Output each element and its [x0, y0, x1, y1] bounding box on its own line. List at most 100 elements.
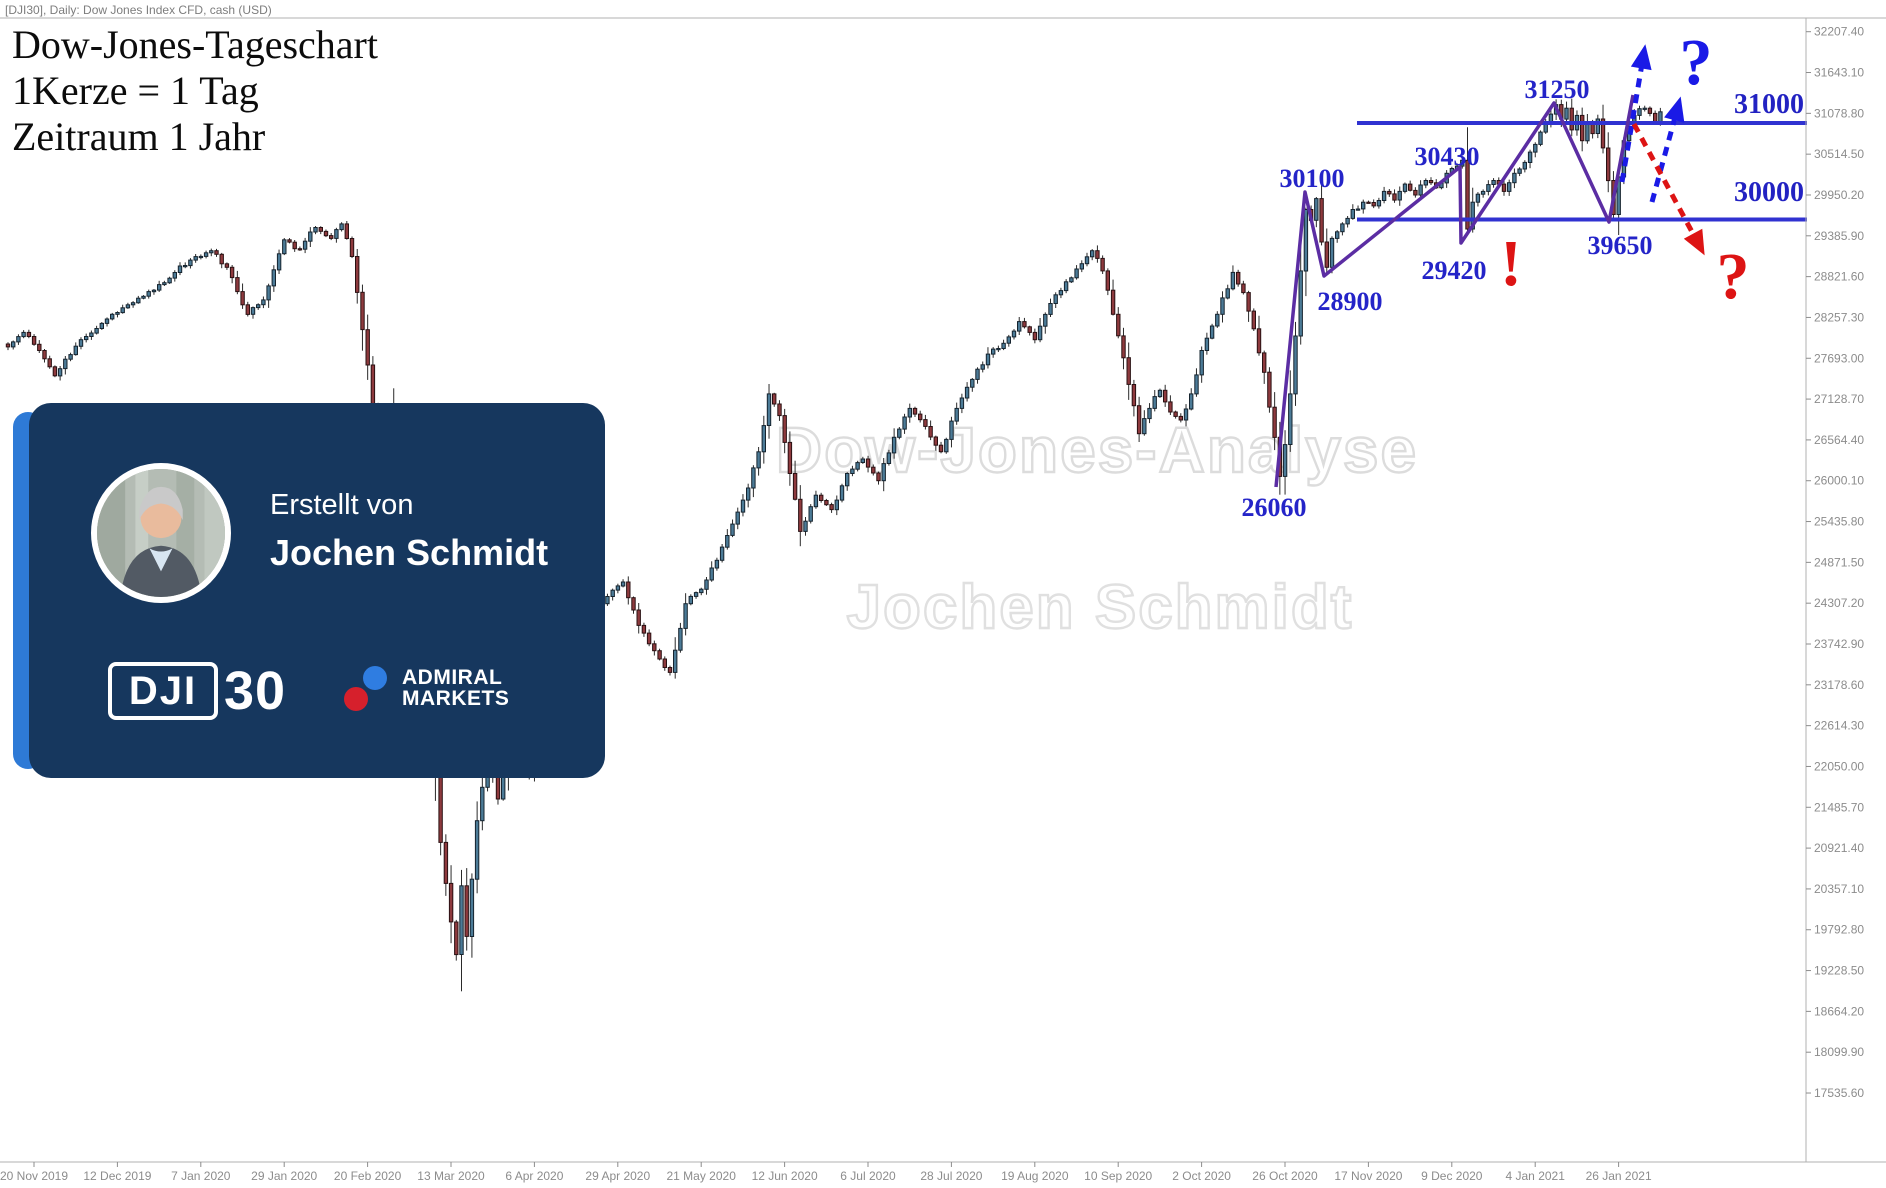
heading-line-2: 1Kerze = 1 Tag: [12, 68, 259, 113]
candle-bull: [78, 339, 84, 347]
admiral-dots-icon: [344, 665, 392, 713]
y-tick-label: 31643.10: [1814, 66, 1864, 80]
candle-bull: [1303, 209, 1309, 272]
candle-bull: [209, 250, 214, 254]
candle-bear: [355, 256, 360, 293]
candle-bear: [329, 235, 334, 239]
candle-bull: [1147, 407, 1152, 420]
candle-bull: [1340, 223, 1345, 233]
annotation-price-28900: 28900: [1318, 287, 1383, 316]
candle-bear: [1267, 371, 1272, 408]
candle-bull: [709, 567, 714, 581]
x-tick-label: 9 Dec 2020: [1421, 1169, 1483, 1183]
candle-bear: [1324, 241, 1329, 268]
byline: Erstellt von Jochen Schmidt: [270, 489, 548, 574]
candle-bull: [1533, 143, 1538, 153]
candle-bear: [918, 413, 923, 421]
candle-bull: [1564, 107, 1569, 120]
candle-bull: [282, 239, 287, 255]
candle-bull: [162, 282, 167, 286]
x-tick-label: 6 Apr 2020: [505, 1169, 563, 1183]
candle-bull: [339, 223, 344, 231]
candle-bull: [1058, 290, 1064, 296]
candle-bull: [881, 463, 886, 482]
candle-bull: [1006, 336, 1011, 344]
candle-bull: [84, 336, 89, 341]
candle-bear: [938, 444, 944, 453]
candle-bear: [42, 350, 47, 360]
candle-bear: [1136, 405, 1142, 435]
candle-bull: [761, 425, 766, 453]
candle-bull: [766, 393, 772, 426]
y-tick-label: 18664.20: [1814, 1004, 1864, 1018]
candle-bull: [855, 462, 860, 470]
candle-bear: [1027, 326, 1032, 333]
candle-bear: [31, 336, 37, 345]
candle-bull: [1470, 201, 1475, 230]
candle-bull: [1074, 268, 1079, 279]
candle-bull: [740, 499, 746, 513]
candle-bull: [1314, 198, 1319, 221]
candle-bull: [714, 559, 720, 569]
x-tick-label: 17 Nov 2020: [1334, 1169, 1402, 1183]
annotation-price-30430: 30430: [1415, 142, 1480, 171]
candle-bear: [464, 885, 469, 937]
candle-bull: [808, 506, 813, 522]
candle-bull: [188, 259, 193, 267]
candle-bear: [219, 253, 224, 265]
candle-bull: [678, 627, 683, 651]
candle-bull: [115, 312, 120, 315]
candle-bull: [73, 345, 78, 356]
candle-bear: [37, 343, 42, 351]
candle-bull: [1423, 180, 1428, 186]
candle-bull: [1475, 193, 1481, 203]
candle-bear: [443, 841, 449, 884]
candle-bull: [68, 354, 73, 360]
candle-bull: [704, 579, 709, 590]
admiral-markets-text: ADMIRAL MARKETS: [402, 667, 509, 709]
candle-bull: [996, 348, 1001, 351]
x-tick-label: 7 Jan 2020: [171, 1169, 231, 1183]
y-tick-label: 30514.50: [1814, 147, 1864, 161]
x-tick-label: 4 Jan 2021: [1506, 1169, 1566, 1183]
candle-bull: [21, 331, 26, 338]
candle-bear: [667, 667, 673, 673]
candle-bear: [1100, 257, 1105, 272]
candle-bull: [1376, 200, 1382, 207]
annotation-mark-0: !: [1500, 227, 1522, 300]
y-tick-label: 23178.60: [1814, 678, 1864, 692]
y-tick-label: 24307.20: [1814, 596, 1864, 610]
candle-bull: [620, 581, 626, 587]
candle-bull: [308, 231, 313, 242]
candle-bear: [297, 248, 303, 251]
candle-bull: [891, 436, 897, 454]
admiral-markets-logo: ADMIRAL MARKETS: [344, 665, 509, 713]
candle-bear: [1178, 415, 1183, 421]
candle-bear: [782, 415, 787, 443]
y-tick-label: 29950.20: [1814, 188, 1864, 202]
candle-bear: [928, 426, 933, 438]
candle-bear: [240, 291, 245, 306]
candle-bull: [1194, 374, 1199, 395]
candle-bull: [1053, 294, 1058, 304]
x-tick-label: 26 Jan 2021: [1586, 1169, 1652, 1183]
candle-bear: [792, 473, 798, 500]
candle-bull: [302, 240, 308, 250]
candle-bear: [1256, 328, 1262, 354]
candle-bull: [1017, 321, 1022, 332]
x-tick-label: 6 Jul 2020: [840, 1169, 896, 1183]
x-tick-label: 28 Jul 2020: [920, 1169, 982, 1183]
candle-bull: [683, 603, 688, 629]
x-tick-label: 21 May 2020: [667, 1169, 737, 1183]
candle-bull: [699, 588, 704, 594]
candle-bull: [1011, 330, 1017, 338]
candle-bear: [798, 498, 803, 532]
window-title: [DJI30], Daily: Dow Jones Index CFD, cas…: [5, 3, 272, 17]
candle-bear: [819, 494, 824, 502]
projection-up-arrow-1: [1619, 44, 1652, 183]
candle-bear: [636, 609, 641, 626]
candle-bear: [344, 223, 350, 239]
y-tick-label: 17535.60: [1814, 1086, 1864, 1100]
candle-bull: [897, 428, 902, 438]
